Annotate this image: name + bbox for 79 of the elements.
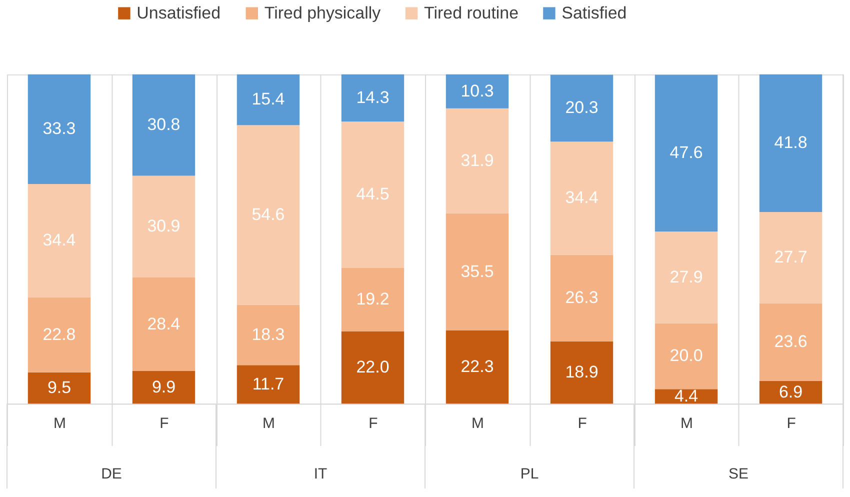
- data-label: 6.9: [778, 382, 803, 402]
- data-label: 20.0: [670, 346, 703, 366]
- bar: [759, 74, 822, 212]
- data-label: 23.6: [774, 332, 808, 352]
- bar: [132, 176, 196, 278]
- bar: [236, 125, 300, 305]
- data-label: 44.5: [356, 184, 390, 204]
- bar: [341, 74, 404, 122]
- data-label: 10.3: [460, 81, 494, 100]
- bar: [550, 341, 614, 404]
- data-label: 18.3: [252, 324, 285, 344]
- x-tick-label: F: [578, 415, 587, 432]
- bar: [341, 121, 404, 268]
- bar: [28, 184, 91, 298]
- legend-label: Unsatisfied: [136, 3, 221, 22]
- data-label: 27.9: [670, 267, 703, 286]
- data-label: 54.6: [252, 204, 285, 224]
- data-label: 34.4: [565, 188, 598, 208]
- data-label: 27.7: [774, 248, 808, 267]
- data-label: 28.4: [147, 314, 180, 334]
- data-label: 34.4: [42, 230, 76, 250]
- data-label: 31.9: [460, 150, 494, 170]
- data-label: 20.3: [565, 98, 598, 118]
- data-label: 18.9: [565, 362, 598, 382]
- bar: [28, 74, 91, 184]
- bar: [236, 365, 300, 404]
- legend-label: Tired physically: [264, 3, 382, 22]
- bar: [132, 74, 196, 176]
- bar: [446, 108, 509, 214]
- data-label: 11.7: [252, 374, 284, 394]
- x-tick-label: M: [472, 415, 484, 432]
- bar: [654, 323, 718, 390]
- bar: [341, 268, 404, 332]
- bar: [759, 212, 822, 304]
- data-label: 41.8: [774, 133, 808, 152]
- text: IT: [314, 465, 328, 482]
- bar: [759, 303, 822, 381]
- x-tick-label: M: [262, 415, 275, 432]
- data-label: 19.2: [356, 290, 390, 309]
- bar: [28, 297, 91, 372]
- data-label: 35.5: [460, 262, 494, 281]
- bar: [446, 213, 509, 330]
- bar: [446, 74, 509, 108]
- data-label: 33.3: [42, 119, 76, 138]
- bar: [550, 74, 614, 142]
- text: PL: [520, 465, 539, 482]
- text: SE: [728, 465, 749, 482]
- bar: [654, 231, 718, 324]
- bar: [446, 330, 509, 404]
- data-label: 9.9: [152, 377, 176, 396]
- data-label: 47.6: [670, 143, 703, 162]
- data-label: 14.3: [356, 88, 390, 107]
- data-label: 22.8: [42, 324, 76, 344]
- bar: [341, 331, 404, 404]
- data-label: 30.9: [147, 216, 180, 236]
- bar: [236, 74, 300, 126]
- data-label: 22.3: [460, 356, 494, 376]
- data-label: 4.4: [674, 386, 698, 406]
- data-label: 9.5: [47, 378, 72, 397]
- x-tick-label: F: [786, 415, 796, 432]
- bar: [132, 371, 196, 404]
- x-tick-label: M: [54, 415, 66, 432]
- bar: [28, 372, 91, 404]
- bar: [654, 74, 718, 232]
- x-tick-label: M: [680, 415, 693, 432]
- text: DE: [101, 465, 122, 482]
- bar: [132, 278, 196, 372]
- data-label: 15.4: [252, 90, 285, 109]
- data-label: 30.8: [147, 115, 180, 134]
- legend-label: Tired routine: [424, 3, 519, 22]
- x-tick-label: F: [160, 415, 169, 432]
- bar: [759, 380, 822, 404]
- legend-label: Satisfied: [562, 3, 627, 22]
- data-label: 22.0: [356, 357, 390, 376]
- data-label: 26.3: [565, 288, 598, 308]
- bar: [236, 304, 300, 366]
- x-tick-label: F: [368, 415, 378, 432]
- bar: [550, 254, 614, 342]
- bar: [550, 142, 614, 255]
